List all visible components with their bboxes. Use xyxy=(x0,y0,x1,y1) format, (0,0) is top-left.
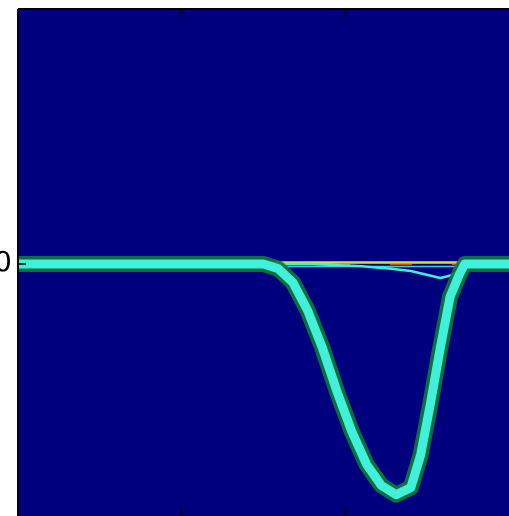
y-tick-label-zero: 0 xyxy=(0,245,12,278)
trace-layer xyxy=(18,256,509,503)
axes-frame xyxy=(17,8,509,516)
series-main-trough xyxy=(18,259,509,500)
